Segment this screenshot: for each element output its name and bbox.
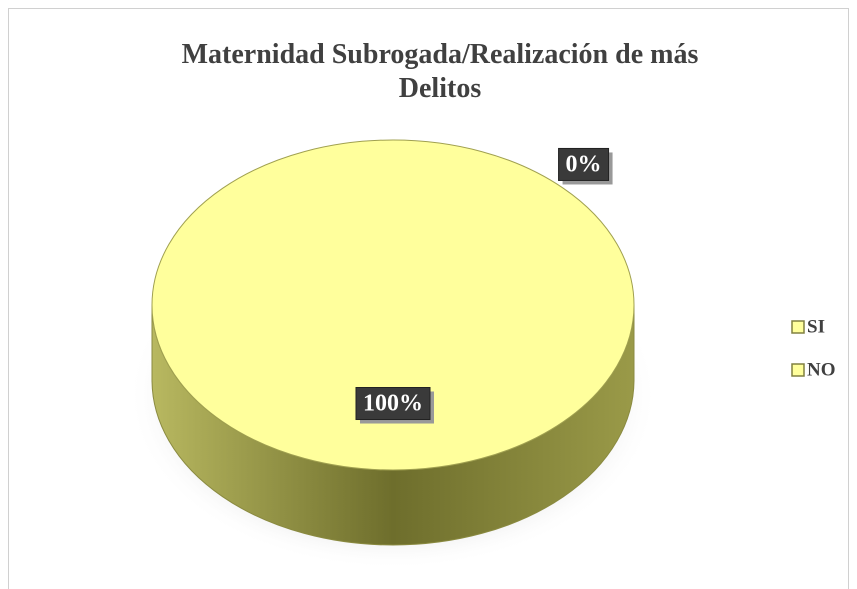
data-label: 100% (355, 387, 434, 424)
data-label-box (355, 387, 431, 421)
data-label: 0% (558, 147, 613, 185)
chart-title: Maternidad Subrogada/Realización de más … (181, 39, 699, 104)
legend-swatch (791, 363, 805, 377)
legend-label: SI (807, 316, 825, 337)
pie-slice (151, 139, 635, 471)
legend-swatch (791, 320, 805, 334)
data-label-text: 100% (363, 391, 423, 417)
data-label-text: 0% (566, 151, 602, 177)
chart-frame (8, 8, 849, 589)
legend-label: NO (807, 359, 836, 380)
data-label-box (558, 147, 610, 181)
